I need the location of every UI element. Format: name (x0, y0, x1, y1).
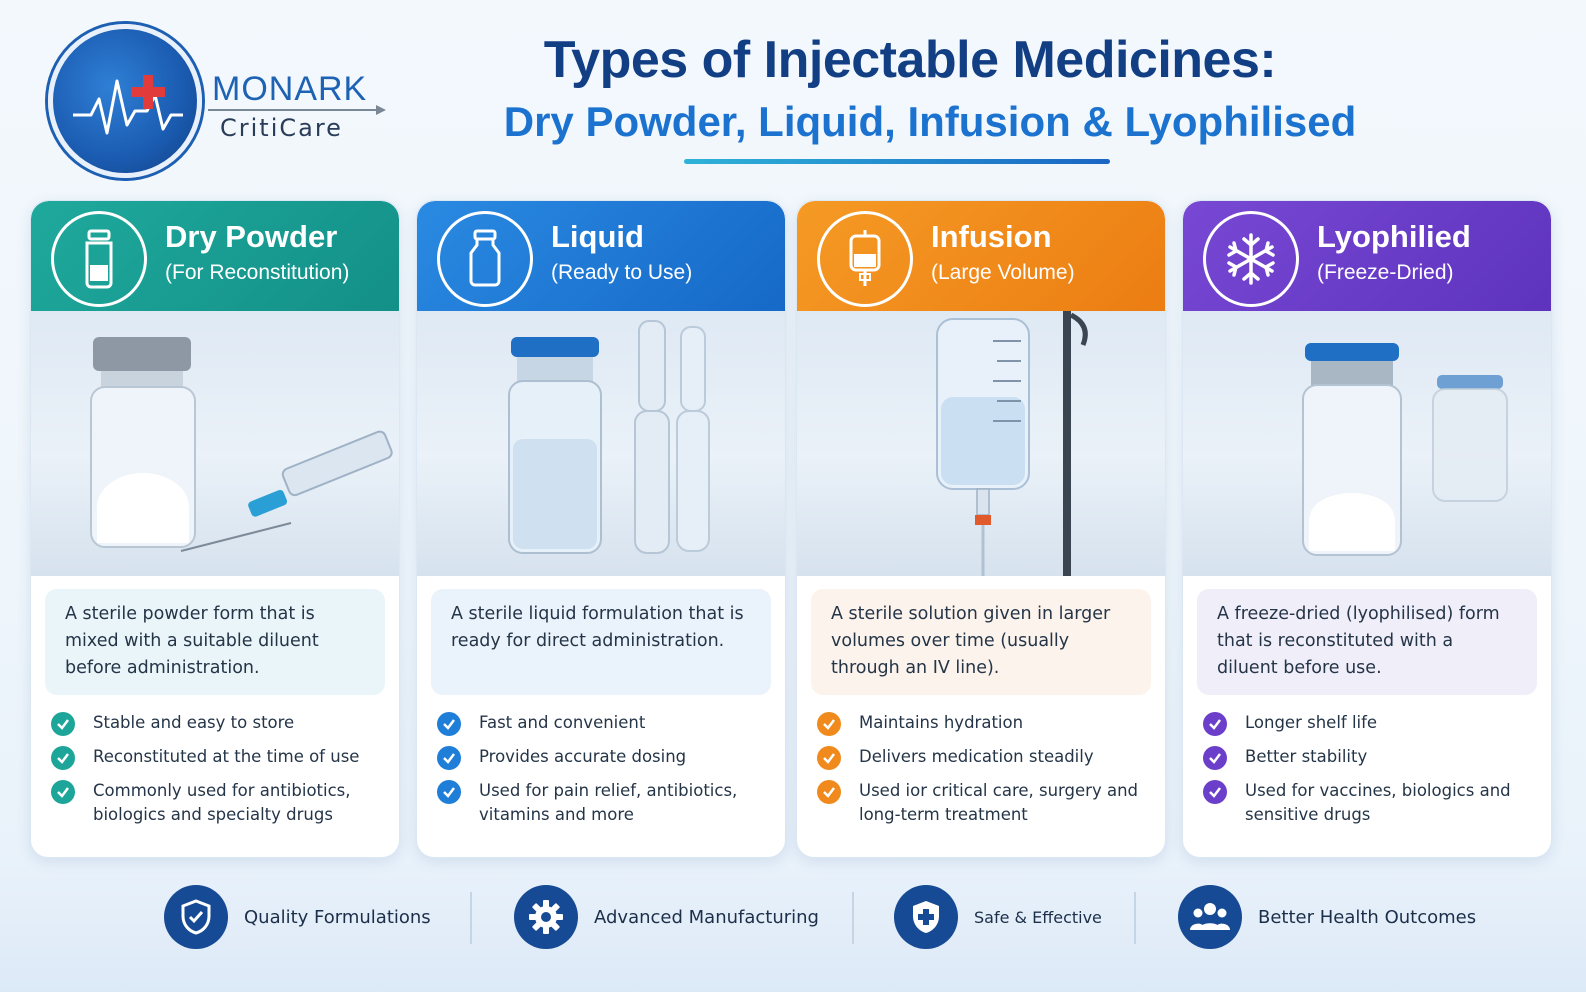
list-item-text: Maintains hydration (859, 713, 1024, 732)
list-item-text: Delivers medication steadily (859, 747, 1094, 766)
check-icon (817, 712, 841, 736)
check-icon (817, 780, 841, 804)
card-description: A sterile powder form that is mixed with… (45, 589, 385, 695)
divider (1134, 892, 1136, 944)
gear-icon (514, 885, 578, 949)
feature-health: Better Health Outcomes (1178, 884, 1476, 950)
list-item-text: Better stability (1245, 747, 1368, 766)
list-item-text: Provides accurate dosing (479, 747, 687, 766)
card-header: Infusion (Large Volume) (797, 201, 1165, 311)
card-description: A freeze-dried (lyophilised) form that i… (1197, 589, 1537, 695)
page-subtitle: Dry Powder, Liquid, Infusion & Lyophilis… (503, 98, 1357, 145)
brand-logo: MONARK CritiCare (48, 24, 388, 184)
check-icon (51, 712, 75, 736)
benefit-list: Longer shelf life Better stability Used … (1201, 711, 1541, 837)
divider (470, 892, 472, 944)
check-icon (437, 746, 461, 770)
check-icon (437, 712, 461, 736)
logo-emblem (48, 24, 202, 178)
list-item: Delivers medication steadily (815, 745, 1155, 770)
card-title: Lyophilied (1317, 219, 1471, 254)
logo-arrow-icon (208, 105, 386, 115)
list-item: Better stability (1201, 745, 1541, 770)
divider (852, 892, 854, 944)
list-item: Used for pain relief, antibiotics, vitam… (435, 779, 775, 827)
people-icon (1178, 885, 1242, 949)
card-liquid: Liquid (Ready to Use) A sterile liquid f… (416, 200, 786, 858)
page-title: Types of Injectable Medicines: (543, 31, 1277, 89)
list-item-text: Longer shelf life (1245, 713, 1378, 732)
vial-icon (51, 211, 147, 307)
list-item: Reconstituted at the time of use (49, 745, 389, 770)
list-item-text: Reconstituted at the time of use (93, 747, 360, 766)
check-icon (1203, 746, 1227, 770)
card-description: A sterile solution given in larger volum… (811, 589, 1151, 695)
list-item: Provides accurate dosing (435, 745, 775, 770)
list-item: Maintains hydration (815, 711, 1155, 736)
list-item: Stable and easy to store (49, 711, 389, 736)
card-header: Liquid (Ready to Use) (417, 201, 785, 311)
product-photo (797, 311, 1165, 576)
feature-label: Quality Formulations (244, 906, 431, 928)
feature-bar (0, 866, 1586, 992)
list-item-text: Commonly used for antibiotics, biologics… (93, 781, 351, 824)
card-title: Liquid (551, 219, 644, 254)
check-icon (51, 746, 75, 770)
feature-quality: Quality Formulations (164, 884, 431, 950)
list-item-text: Used for pain relief, antibiotics, vitam… (479, 781, 738, 824)
feature-label: Better Health Outcomes (1258, 906, 1477, 928)
check-icon (1203, 712, 1227, 736)
card-title: Dry Powder (165, 219, 338, 254)
list-item-text: Used for vaccines, biologics and sensiti… (1245, 781, 1511, 824)
snowflake-icon (1203, 211, 1299, 307)
list-item: Used for vaccines, biologics and sensiti… (1201, 779, 1541, 827)
brand-name: MONARK (212, 70, 368, 108)
product-photo (417, 311, 785, 576)
card-title: Infusion (931, 219, 1052, 254)
shield-check-icon (164, 885, 228, 949)
iv-bag-icon (817, 211, 913, 307)
card-subtitle: (For Reconstitution) (165, 261, 350, 284)
list-item-text: Fast and convenient (479, 713, 646, 732)
benefit-list: Maintains hydration Delivers medication … (815, 711, 1155, 837)
check-icon (51, 780, 75, 804)
benefit-list: Fast and convenient Provides accurate do… (435, 711, 775, 837)
shield-cross-icon (894, 885, 958, 949)
check-icon (817, 746, 841, 770)
benefit-list: Stable and easy to store Reconstituted a… (49, 711, 389, 837)
list-item: Used ior critical care, surgery and long… (815, 779, 1155, 827)
card-description: A sterile liquid formulation that is rea… (431, 589, 771, 695)
check-icon (1203, 780, 1227, 804)
title-underline (684, 159, 1110, 164)
list-item: Fast and convenient (435, 711, 775, 736)
brand-subtitle: CritiCare (220, 114, 343, 142)
list-item: Longer shelf life (1201, 711, 1541, 736)
card-subtitle: (Large Volume) (931, 261, 1075, 284)
card-header: Dry Powder (For Reconstitution) (31, 201, 399, 311)
feature-safe: Safe & Effective (894, 884, 1102, 950)
card-subtitle: (Ready to Use) (551, 261, 693, 284)
product-photo (1183, 311, 1551, 576)
card-dry-powder: Dry Powder (For Reconstitution) A steril… (30, 200, 400, 858)
bottle-icon (437, 211, 533, 307)
feature-label: Safe & Effective (974, 907, 1102, 927)
list-item-text: Stable and easy to store (93, 713, 295, 732)
feature-label: Advanced Manufacturing (594, 906, 819, 928)
list-item: Commonly used for antibiotics, biologics… (49, 779, 389, 827)
check-icon (437, 780, 461, 804)
list-item-text: Used ior critical care, surgery and long… (859, 781, 1139, 824)
card-subtitle: (Freeze-Dried) (1317, 261, 1454, 284)
card-infusion: Infusion (Large Volume) A sterile soluti… (796, 200, 1166, 858)
feature-manufacturing: Advanced Manufacturing (514, 884, 819, 950)
card-lyophilised: Lyophilied (Freeze-Dried) A freeze-dried… (1182, 200, 1552, 858)
card-header: Lyophilied (Freeze-Dried) (1183, 201, 1551, 311)
product-photo (31, 311, 399, 576)
